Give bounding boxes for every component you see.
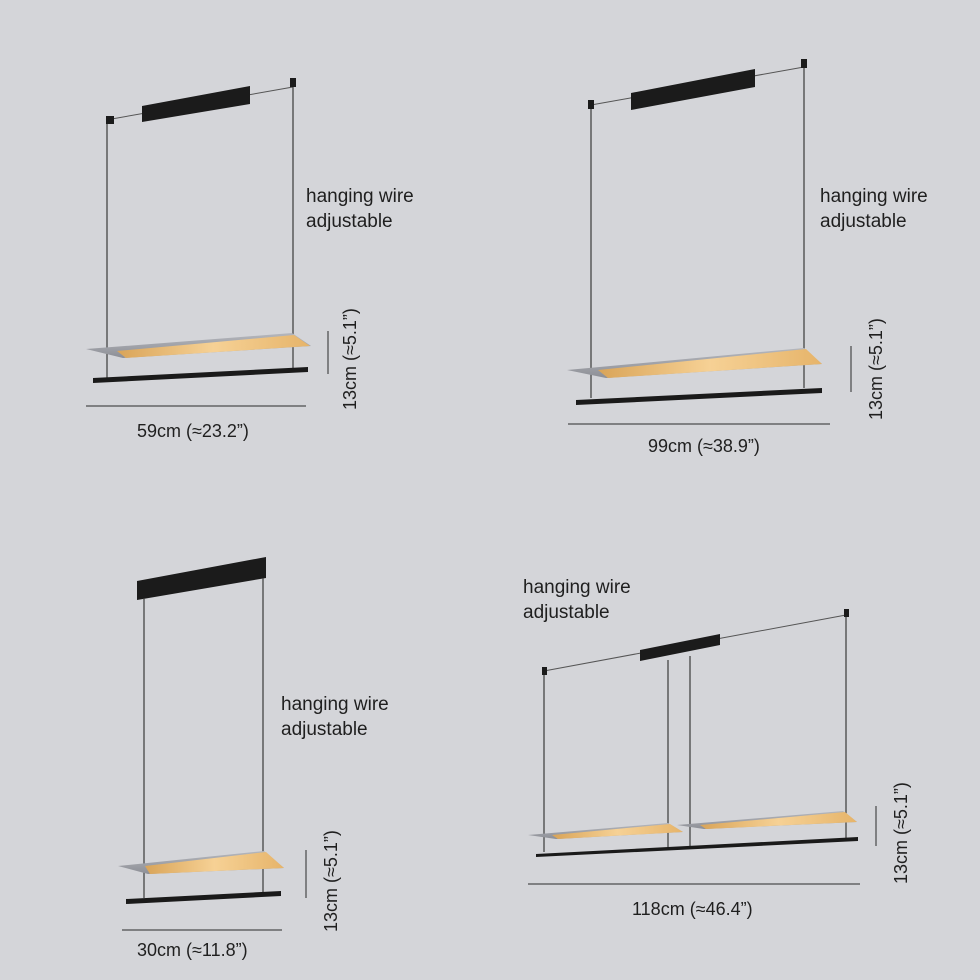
hanging-label-line1: hanging wire bbox=[820, 186, 928, 207]
canopy bbox=[542, 667, 547, 675]
hanging-label-line1: hanging wire bbox=[306, 186, 414, 207]
width-label: 59cm (≈23.2”) bbox=[137, 421, 249, 441]
canopy bbox=[588, 100, 594, 109]
base-bar bbox=[576, 388, 822, 405]
canopy bbox=[106, 116, 114, 124]
canopy-bar bbox=[631, 69, 755, 110]
canopy-bar bbox=[137, 557, 266, 600]
hanging-label-line1: hanging wire bbox=[281, 694, 389, 715]
hanging-wire-label: hanging wire adjustable bbox=[820, 184, 928, 234]
shade-glow bbox=[552, 824, 683, 839]
lamp-variant-4 bbox=[528, 609, 877, 885]
hanging-label-line2: adjustable bbox=[820, 211, 907, 232]
shade-glow bbox=[117, 335, 310, 358]
base-bar bbox=[93, 367, 308, 383]
lamp-variant-3 bbox=[118, 557, 307, 931]
hanging-label-line2: adjustable bbox=[306, 211, 393, 232]
height-label: 13cm (≈5.1”) bbox=[891, 782, 911, 884]
hanging-label-line2: adjustable bbox=[523, 602, 610, 623]
lamp-variant-1 bbox=[86, 78, 329, 407]
hanging-wire-label: hanging wire adjustable bbox=[281, 692, 389, 742]
canopy-end bbox=[290, 78, 296, 87]
height-label: 13cm (≈5.1”) bbox=[340, 308, 360, 410]
lamp-variant-2 bbox=[567, 59, 852, 425]
canopy-end bbox=[844, 609, 849, 617]
base-bar bbox=[536, 837, 858, 857]
shade-glow bbox=[145, 852, 284, 874]
height-label: 13cm (≈5.1”) bbox=[866, 318, 886, 420]
canopy-bar bbox=[640, 634, 720, 661]
hanging-label-line2: adjustable bbox=[281, 719, 368, 740]
width-label: 30cm (≈11.8”) bbox=[137, 940, 248, 960]
base-bar bbox=[126, 891, 281, 904]
shade-glow bbox=[598, 349, 822, 378]
width-label: 118cm (≈46.4”) bbox=[632, 899, 753, 919]
height-label: 13cm (≈5.1”) bbox=[321, 830, 341, 932]
canopy-end bbox=[801, 59, 807, 68]
width-label: 99cm (≈38.9”) bbox=[648, 436, 760, 456]
hanging-wire-label: hanging wire adjustable bbox=[523, 575, 631, 625]
canopy-bar bbox=[142, 86, 250, 122]
hanging-label-line1: hanging wire bbox=[523, 577, 631, 598]
hanging-wire-label: hanging wire adjustable bbox=[306, 184, 414, 234]
shade-glow bbox=[700, 812, 857, 829]
